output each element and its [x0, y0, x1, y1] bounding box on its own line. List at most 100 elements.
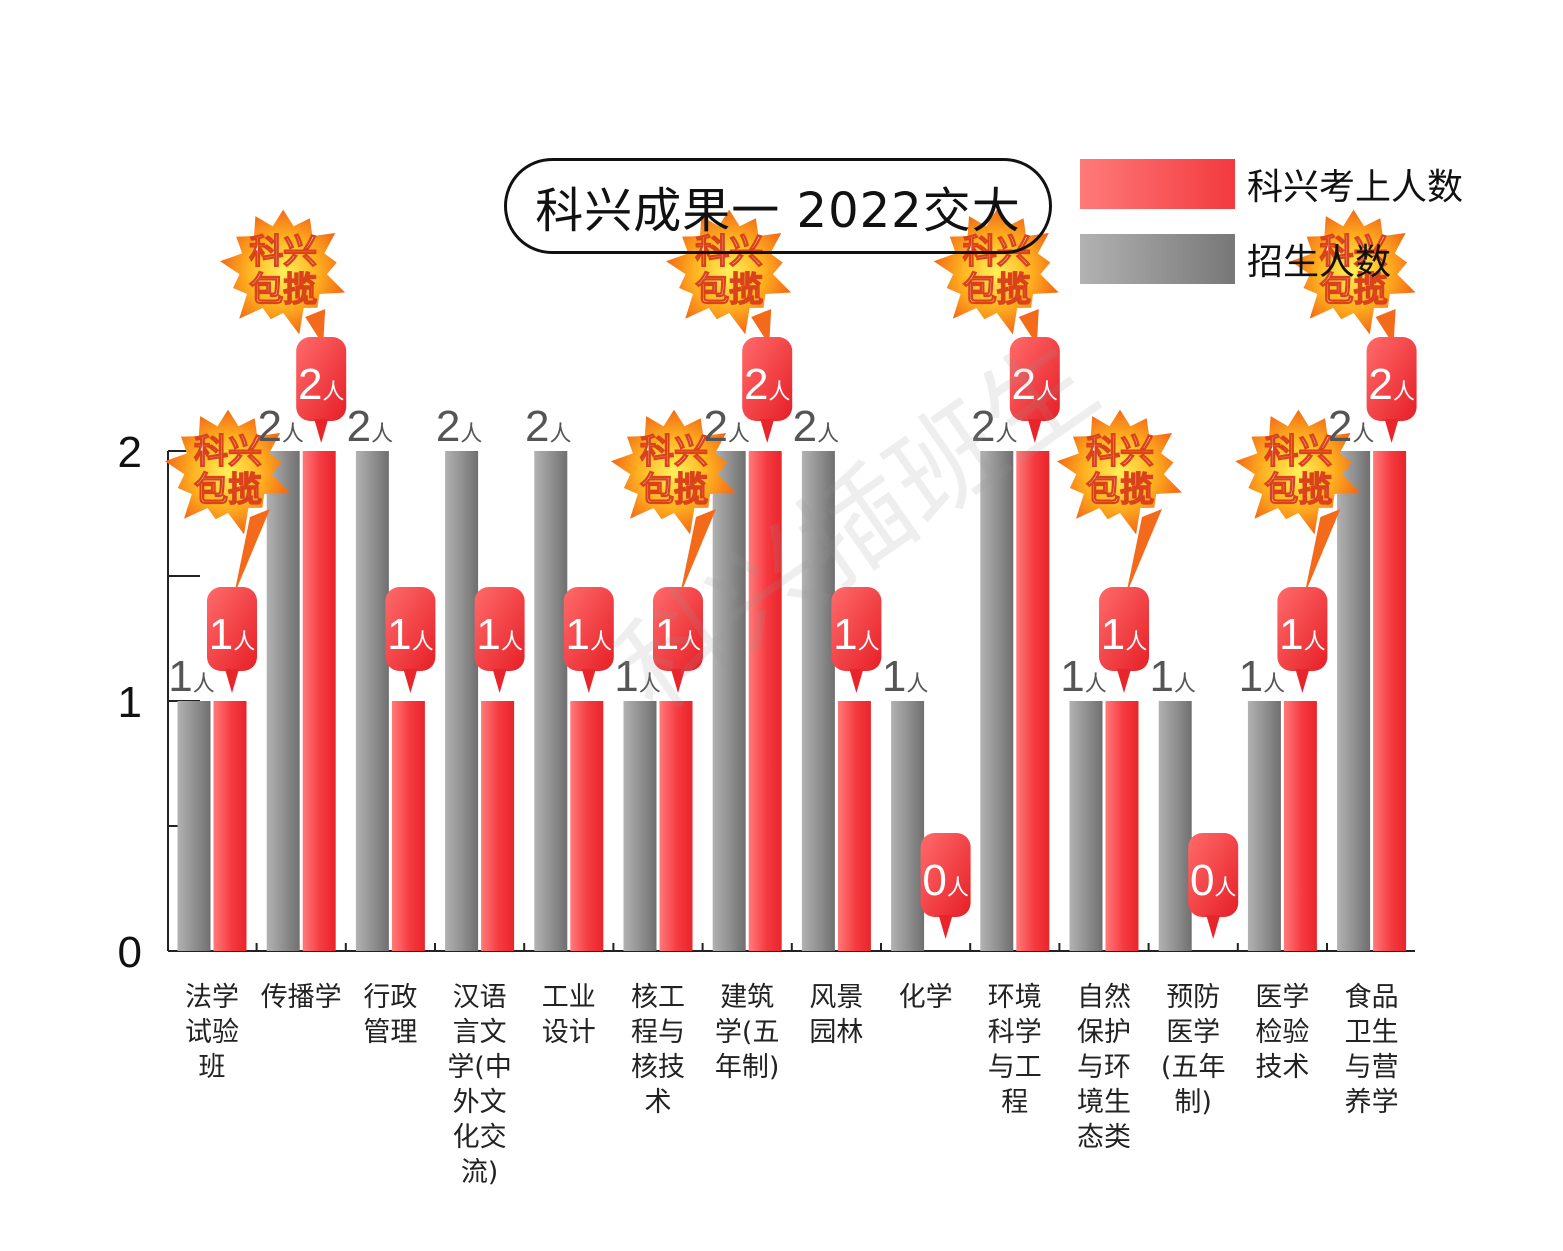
bar-enrollment: [1337, 451, 1371, 951]
value-bubble-pointer: [1117, 669, 1131, 693]
badge-text-line2: 包揽: [640, 470, 708, 510]
chart-title: 科兴成果一 2022交大: [504, 158, 1052, 254]
badge-text-line1: 科兴: [1086, 432, 1154, 472]
bar-enrollment: [355, 451, 389, 951]
badge-text-line1: 科兴: [1320, 232, 1388, 272]
legend-swatch-kexing: [1080, 159, 1235, 209]
x-category-label: 程与: [631, 1017, 685, 1048]
value-bubble-pointer: [1295, 669, 1310, 693]
data-label-enrollment: 2人: [436, 402, 483, 451]
x-category-label: 班: [199, 1052, 226, 1083]
x-category-label: (五年: [1161, 1052, 1226, 1083]
data-label-enrollment: 2人: [347, 402, 394, 451]
data-label-enrollment: 1人: [1060, 652, 1107, 701]
data-label-kexing: 1人: [655, 610, 702, 659]
x-category-label: 程: [1001, 1087, 1028, 1118]
value-bubble: [1188, 833, 1239, 917]
x-category-label: 术: [645, 1087, 672, 1118]
x-category-label: 流): [461, 1157, 499, 1188]
data-label-kexing: 1人: [1279, 610, 1326, 659]
badge-star: [164, 409, 290, 535]
bar-enrollment: [266, 451, 300, 951]
x-category-label: 年制): [715, 1052, 780, 1083]
x-category-label: 学(五: [715, 1017, 780, 1048]
value-bubble: [563, 587, 614, 671]
bar-enrollment: [445, 451, 479, 951]
labels: 1人1人2人2人2人1人2人1人2人1人1人1人2人2人2人1人1人0人2人2人…: [168, 337, 1417, 939]
data-label-kexing: 1人: [1101, 610, 1148, 659]
badge-star: [1235, 409, 1361, 535]
x-category-label: 工业: [542, 982, 596, 1013]
value-bubble: [1099, 587, 1149, 671]
x-category-label: 管理: [363, 1017, 417, 1048]
y-tick-label: 2: [118, 428, 142, 477]
legend-item-enrollment: 招生人数: [1080, 233, 1391, 285]
badge-text-line2: 包揽: [1086, 470, 1154, 510]
x-category-label: 核技: [631, 1052, 685, 1083]
bar-enrollment: [1069, 701, 1103, 951]
bar-enrollment: [1247, 701, 1281, 951]
legend-label-enrollment: 招生人数: [1247, 242, 1392, 283]
bar-enrollment: [801, 451, 835, 951]
value-bubble-pointer: [225, 669, 239, 693]
x-category-label: 环境: [988, 982, 1042, 1013]
x-category-label: 技术: [1255, 1052, 1309, 1083]
bar-kexing: [659, 701, 693, 951]
data-label-kexing: 1人: [476, 610, 522, 659]
data-label-kexing: 2人: [298, 360, 345, 409]
data-label-enrollment: 1人: [614, 652, 661, 701]
data-label-kexing: 1人: [209, 610, 256, 659]
x-category-label: 态类: [1077, 1122, 1131, 1153]
badge-pointer: [1375, 309, 1396, 345]
x-category-label: 建筑: [720, 982, 774, 1013]
x-category-label: 医学: [1166, 1017, 1220, 1048]
x-category-label: 外文: [453, 1087, 507, 1118]
value-bubble-pointer: [849, 669, 864, 693]
data-label-enrollment: 2人: [1328, 402, 1375, 451]
bar-enrollment: [712, 451, 746, 951]
data-label-kexing: 2人: [744, 360, 791, 409]
x-category-label: 制): [1174, 1087, 1212, 1118]
x-category-label: 自然: [1077, 982, 1131, 1013]
x-category-label: 科学: [988, 1017, 1042, 1048]
bar-kexing: [748, 451, 782, 951]
data-label-kexing: 0人: [1190, 856, 1237, 905]
badge-star: [610, 409, 736, 535]
value-bubble-pointer: [671, 669, 685, 693]
value-bubble: [920, 833, 971, 917]
value-bubble: [1277, 587, 1328, 671]
x-category-label: 与环: [1077, 1052, 1131, 1083]
badge-star: [220, 209, 346, 335]
x-category-label: 言文: [453, 1017, 507, 1048]
value-bubble: [296, 337, 347, 421]
bar-enrollment: [534, 451, 568, 951]
badge-text-line2: 包揽: [1320, 270, 1388, 310]
x-category-label: 学(中: [447, 1052, 512, 1083]
badge-pointer: [751, 309, 772, 345]
x-category-label: 与营: [1345, 1052, 1399, 1083]
x-category-label: 养学: [1345, 1087, 1399, 1118]
badge-text-line1: 科兴: [194, 432, 262, 472]
value-bubble: [653, 587, 703, 671]
value-bubble: [474, 587, 525, 671]
x-category-label: 试验: [185, 1017, 239, 1048]
x-category-label: 设计: [542, 1017, 596, 1048]
data-label-enrollment: 1人: [1239, 652, 1286, 701]
badge-pointer: [305, 309, 326, 345]
badge-pointer: [1126, 509, 1162, 595]
badge-text-line1: 科兴: [640, 432, 708, 472]
x-category-label: 园林: [809, 1017, 863, 1048]
badge-pointer: [680, 509, 716, 595]
badge-star: [666, 209, 792, 335]
value-bubble-pointer: [492, 669, 507, 693]
badge-text-line1: 科兴: [249, 232, 317, 272]
badge-text-line2: 包揽: [695, 270, 763, 310]
bars: [177, 451, 1407, 951]
x-category-label: 化交: [453, 1122, 507, 1153]
data-label-kexing: 0人: [922, 856, 969, 905]
